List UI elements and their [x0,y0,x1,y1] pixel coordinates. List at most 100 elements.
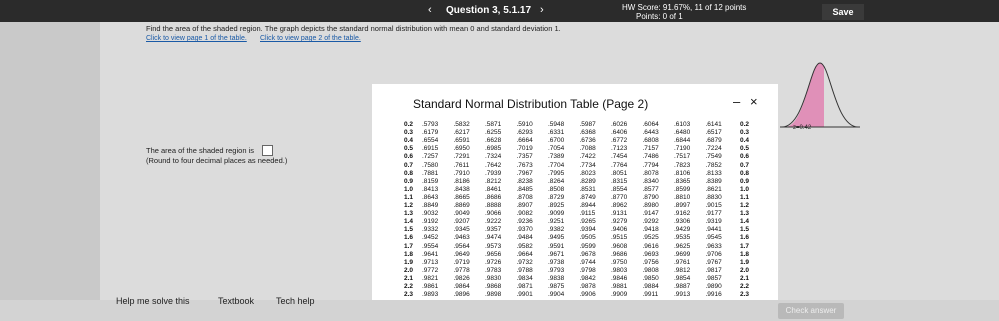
table-value: .7794 [642,161,659,169]
table-value: .9192 [422,218,439,226]
table-value: .6772 [611,137,628,145]
row-z: 2.0 [740,266,750,274]
table-value: .9868 [485,283,502,290]
table-value: .9177 [705,210,722,218]
table-value: .8790 [642,193,659,201]
table-value: .7642 [485,161,502,169]
table-value: .6517 [705,129,722,137]
table-value: .9591 [548,242,565,250]
table-value: .7486 [642,153,659,161]
table-value: .9857 [705,274,722,282]
table-value: .9761 [674,258,691,266]
answer-input[interactable] [262,145,273,156]
row-z: 0.3 [740,129,750,137]
tech-help-button[interactable]: Tech help [276,296,315,306]
table-value: .9890 [705,283,722,290]
shaded-region [785,63,824,127]
table-value: .9699 [674,250,691,258]
table-value: .6591 [453,137,470,145]
table-value: .9906 [579,291,596,299]
link-page1[interactable]: Click to view page 1 of the table. [146,35,247,42]
table-value: .6844 [674,137,691,145]
table-value: .7357 [516,153,533,161]
save-button[interactable]: Save [822,4,864,20]
table-value: .9738 [548,258,565,266]
table-value: .8980 [642,202,659,209]
row-z: 1.1 [740,193,750,201]
help-button[interactable]: Help me solve this [116,296,190,306]
table-value: .7123 [611,145,628,153]
table-value: .8315 [611,177,628,185]
table-value: .6736 [579,137,596,145]
table-value: .8997 [674,202,691,209]
table-value: .9756 [642,258,659,266]
table-value: .9535 [674,234,691,242]
table-value: .9726 [485,258,502,266]
table-value: .9357 [485,226,502,234]
table-value: .7580 [422,161,439,169]
table-value: .9236 [516,218,533,226]
normal-curve [780,62,860,128]
table-value: .5910 [516,121,533,128]
table-value: .9463 [453,234,470,242]
row-z: 1.4 [404,218,414,226]
table-value: .8023 [579,169,596,177]
table-value: .8849 [422,202,439,209]
table-value: .9834 [516,274,533,282]
textbook-button[interactable]: Textbook [218,296,255,306]
table-value: .9649 [453,250,470,258]
table-value: .9545 [705,234,722,242]
table-value: .9131 [611,210,628,218]
row-z: 0.4 [404,137,414,145]
table-value: .6331 [548,129,565,137]
link-page2[interactable]: Click to view page 2 of the table. [260,35,361,42]
check-answer-button[interactable]: Check answer [778,303,844,319]
table-value: .6293 [516,129,533,137]
table-value: .8925 [548,202,565,209]
table-value: .8869 [453,202,470,209]
table-value: .6406 [611,129,628,137]
prev-question[interactable]: ‹ [428,4,432,16]
table-value: .9887 [674,283,691,290]
table-value: .8413 [422,185,439,193]
table-value: .9812 [674,266,691,274]
next-question[interactable]: › [540,4,544,16]
table-value: .7704 [548,161,565,169]
table-value: .8770 [611,193,628,201]
table-value: .9616 [642,242,659,250]
table-value: .8599 [674,185,691,193]
table-value: .8810 [674,193,691,201]
table-value: .9871 [516,283,533,290]
table-value: .7852 [705,161,722,169]
row-z: 1.1 [404,193,414,201]
table-value: .9608 [611,242,628,250]
close-button[interactable]: × [750,94,758,109]
row-z: 1.5 [404,226,414,234]
table-value: .9292 [642,218,659,226]
table-value: .6443 [642,129,659,137]
table-value: .9750 [611,258,628,266]
table-value: .7389 [548,153,565,161]
table-value: .9319 [705,218,722,226]
table-value: .9633 [705,242,722,250]
table-value: .7224 [705,145,722,153]
row-z: 2.3 [404,291,414,299]
table-value: .9345 [453,226,470,234]
table-value: .9838 [548,274,565,282]
table-value: .9641 [422,250,439,258]
minimize-button[interactable]: – [733,94,741,109]
table-value: .8438 [453,185,470,193]
row-z: 1.2 [740,202,750,209]
table-value: .9306 [674,218,691,226]
table-value: .7764 [611,161,628,169]
row-z: 2.3 [740,291,750,299]
row-z: 1.0 [404,185,414,193]
table-value: .6915 [422,145,439,153]
table-value: .6217 [453,129,470,137]
table-value: .6700 [548,137,565,145]
table-value: .9484 [516,234,533,242]
table-value: .7157 [642,145,659,153]
table-value: .8485 [516,185,533,193]
table-value: .7324 [485,153,502,161]
table-value: .9732 [516,258,533,266]
